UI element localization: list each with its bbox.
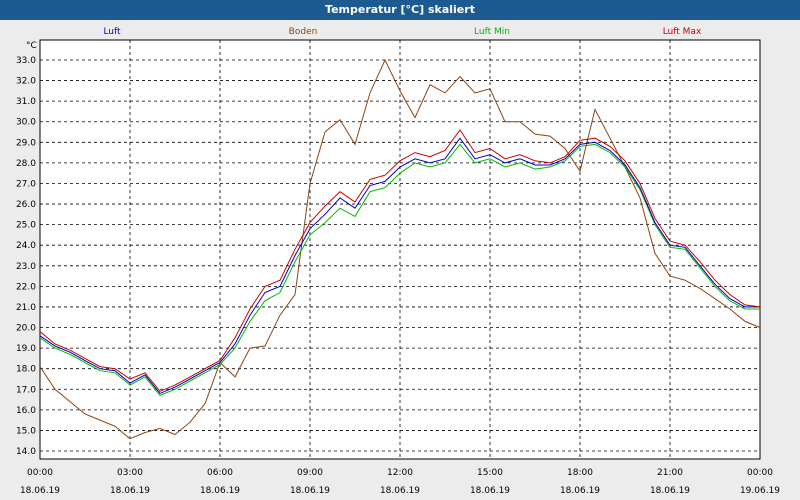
x-tick-date: 18.06.19 xyxy=(470,486,510,496)
y-tick-label: 25.0 xyxy=(16,221,36,231)
series-line-luft-min xyxy=(39,143,760,397)
x-tick-date: 18.06.19 xyxy=(110,486,150,496)
legend-item-boden[interactable]: Boden xyxy=(289,27,318,37)
y-tick-label: 29.0 xyxy=(16,138,36,148)
x-tick-time: 12:00 xyxy=(387,468,413,478)
y-tick-label: 22.0 xyxy=(16,282,36,292)
series-line-boden xyxy=(39,58,761,440)
x-tick-time: 21:00 xyxy=(657,468,683,478)
y-tick-label: 32.0 xyxy=(16,77,36,87)
chart-title: Temperatur [°C] skaliert xyxy=(0,0,800,20)
y-tick-label: 18.0 xyxy=(16,365,36,375)
y-tick-label: 17.0 xyxy=(16,385,36,395)
y-tick-label: 26.0 xyxy=(16,200,36,210)
y-tick-label: 28.0 xyxy=(16,159,36,169)
chart-area: °C 14.0 15.0 16.0 17.0 18.0 19.0 20.0 21.0 22.0 2… xyxy=(0,20,800,500)
grid-lines xyxy=(40,40,760,459)
y-tick-label: 19.0 xyxy=(16,344,36,354)
y-tick-label: 33.0 xyxy=(16,56,36,66)
x-tick-time: 06:00 xyxy=(207,468,233,478)
y-tick-label: 31.0 xyxy=(16,97,36,107)
legend-item-luft-min[interactable]: Luft Min xyxy=(474,27,510,37)
y-tick-label: 14.0 xyxy=(16,447,36,457)
series-line-luft-max xyxy=(39,129,761,392)
series-line-luft xyxy=(39,137,760,395)
x-tick-time: 09:00 xyxy=(297,468,323,478)
y-tick-label: 16.0 xyxy=(16,406,36,416)
x-tick-time: 00:00 xyxy=(747,468,773,478)
x-tick-time: 00:00 xyxy=(27,468,53,478)
y-tick-label: 24.0 xyxy=(16,241,36,251)
x-tick-date: 19.06.19 xyxy=(740,486,780,496)
x-tick-date: 18.06.19 xyxy=(380,486,420,496)
x-tick-date: 18.06.19 xyxy=(650,486,690,496)
axis-labels: °C 14.0 15.0 16.0 17.0 18.0 19.0 20.0 21.0 22.0 2… xyxy=(16,41,780,496)
y-tick-label: 30.0 xyxy=(16,118,36,128)
legend-item-luft-max[interactable]: Luft Max xyxy=(663,27,702,37)
y-tick-label: 20.0 xyxy=(16,324,36,334)
y-tick-label: 15.0 xyxy=(16,426,36,436)
legend[interactable]: Luft Boden Luft Min Luft Max xyxy=(103,27,702,37)
y-tick-label: 21.0 xyxy=(16,303,36,313)
x-tick-time: 18:00 xyxy=(567,468,593,478)
x-tick-time: 03:00 xyxy=(117,468,143,478)
x-tick-date: 18.06.19 xyxy=(20,486,60,496)
x-tick-time: 15:00 xyxy=(477,468,503,478)
y-tick-label: 23.0 xyxy=(16,262,36,272)
y-tick-label: 27.0 xyxy=(16,179,36,189)
y-axis-unit-label: °C xyxy=(26,41,37,51)
x-tick-date: 18.06.19 xyxy=(200,486,240,496)
legend-item-luft[interactable]: Luft xyxy=(103,27,121,37)
x-tick-date: 18.06.19 xyxy=(560,486,600,496)
x-tick-date: 18.06.19 xyxy=(290,486,330,496)
series-layer xyxy=(39,58,761,440)
